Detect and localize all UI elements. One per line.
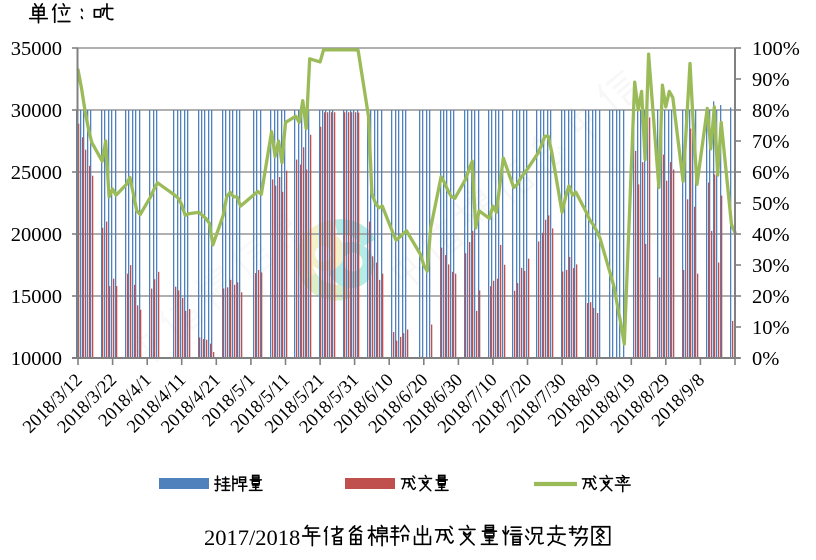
svg-text:20%: 20% [752,286,790,308]
svg-text:60%: 60% [752,162,790,184]
svg-text:80%: 80% [752,100,790,122]
svg-text:0%: 0% [752,348,779,370]
svg-text:2017/2018: 2017/2018 [204,525,300,550]
svg-text:90%: 90% [752,69,790,91]
svg-text:100%: 100% [752,38,800,60]
svg-text:70%: 70% [752,131,790,153]
svg-text:20000: 20000 [11,224,62,246]
svg-text:40%: 40% [752,224,790,246]
svg-text:25000: 25000 [11,162,62,184]
svg-text:10000: 10000 [11,348,62,370]
svg-text:30%: 30% [752,255,790,277]
svg-text:15000: 15000 [11,286,62,308]
svg-text:30000: 30000 [11,100,62,122]
svg-text:35000: 35000 [11,38,62,60]
svg-text:50%: 50% [752,193,790,215]
svg-text:10%: 10% [752,317,790,339]
